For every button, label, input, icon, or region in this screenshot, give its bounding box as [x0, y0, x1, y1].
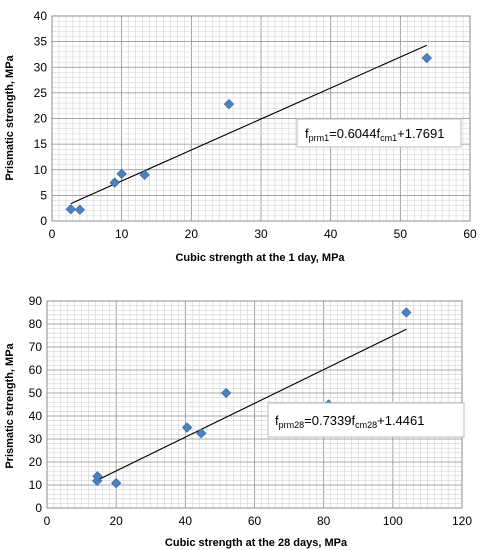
chart-1-x-tick-label: 30 — [254, 227, 268, 241]
chart-1-y-tick-label: 25 — [34, 86, 48, 100]
chart-1-data-point — [139, 169, 150, 181]
chart-2-data-point — [220, 387, 232, 399]
chart-1-data-point — [116, 168, 127, 180]
chart-1-equation: fprm1=0.6044fcm1+1.7691 — [296, 118, 462, 148]
chart-1-data-point — [421, 52, 432, 64]
chart-2-y-axis-title: Prismatic strength, MPa — [4, 342, 16, 468]
chart-2-x-axis-title: Cubic strength at the 28 days, MPa — [165, 537, 348, 549]
chart-2-y-tick-label: 0 — [35, 501, 42, 515]
chart-1-x-tick-label: 0 — [49, 227, 56, 241]
chart-2-equation: fprm28=0.7339fcm28+1.4461 — [267, 402, 465, 438]
chart-1-equation-box — [296, 118, 462, 148]
chart-1-trendline — [70, 44, 428, 205]
chart-2: 0 20 40 60 80 100 120 0 10 20 30 40 50 60 70 80 90 fprm… — [4, 294, 472, 549]
chart-1-points — [65, 52, 432, 215]
chart-1-y-tick-label: 15 — [34, 137, 48, 151]
chart-1-data-point — [109, 177, 120, 188]
chart-1-equation-text: fprm1=0.6044fcm1+1.7691 — [305, 126, 444, 143]
chart-2-trendline — [96, 328, 407, 481]
chart-1-y-tick-label: 5 — [40, 188, 47, 202]
chart-1-x-axis-title: Cubic strength at the 1 day, MPa — [175, 252, 345, 264]
chart-2-data-point — [181, 422, 193, 433]
chart-2-y-tick-label: 90 — [29, 294, 43, 308]
chart-2-y-tick-label: 20 — [29, 455, 43, 469]
chart-1-y-tick-label: 30 — [34, 60, 48, 74]
chart-2-y-tick-label: 80 — [29, 317, 43, 331]
chart-1-y-tick-label: 20 — [34, 112, 48, 126]
chart-1-x-tick-label: 20 — [185, 227, 199, 241]
chart-2-x-ticks: 0 20 40 60 80 100 120 — [44, 514, 473, 528]
chart-1-x-tick-label: 60 — [463, 227, 477, 241]
chart-2-data-point — [401, 307, 412, 318]
chart-2-x-tick-label: 20 — [109, 514, 123, 528]
chart-1-y-tick-label: 40 — [34, 9, 48, 23]
chart-2-x-tick-label: 0 — [44, 514, 51, 528]
chart-2-y-tick-label: 70 — [29, 340, 43, 354]
chart-2-data-point — [196, 428, 207, 439]
chart-2-equation-text: fprm28=0.7339fcm28+1.4461 — [275, 413, 424, 430]
chart-2-x-tick-label: 100 — [383, 514, 403, 528]
chart-1-x-tick-label: 10 — [115, 227, 129, 241]
chart-2-y-tick-label: 60 — [29, 363, 43, 377]
chart-2-y-tick-label: 30 — [29, 432, 43, 446]
chart-2-x-tick-label: 120 — [452, 514, 472, 528]
chart-2-y-tick-label: 40 — [29, 409, 43, 423]
chart-2-y-tick-label: 50 — [29, 386, 43, 400]
chart-1-x-tick-label: 50 — [394, 227, 408, 241]
chart-1-y-tick-label: 35 — [34, 35, 48, 49]
chart-1-plot-frame — [51, 15, 471, 222]
chart-1-data-point — [223, 98, 235, 110]
chart-1-data-point — [74, 204, 86, 215]
chart-2-x-tick-label: 60 — [248, 514, 262, 528]
chart-1-y-tick-label: 10 — [34, 163, 48, 177]
chart-2-data-point — [92, 471, 103, 482]
chart-1-x-ticks: 0 10 20 30 40 50 60 — [49, 227, 477, 241]
chart-1-y-axis-title: Prismatic strength, MPa — [4, 54, 16, 180]
chart-1-data-point — [65, 204, 76, 215]
chart-2-x-tick-label: 80 — [317, 514, 331, 528]
chart-2-equation-box — [267, 402, 465, 438]
chart-1-y-tick-label: 0 — [40, 214, 47, 228]
chart-2-data-point — [111, 477, 122, 489]
chart-2-x-tick-label: 40 — [179, 514, 193, 528]
chart-1-x-tick-label: 40 — [324, 227, 338, 241]
chart-1: 0 10 20 30 40 50 60 0 5 10 15 20 25 30 35 40 fprm1=0.6… — [4, 9, 477, 264]
chart-2-y-ticks: 0 10 20 30 40 50 60 70 80 90 — [29, 294, 43, 515]
chart-1-y-ticks: 0 5 10 15 20 25 30 35 40 — [34, 9, 48, 228]
chart-2-y-tick-label: 10 — [29, 478, 43, 492]
